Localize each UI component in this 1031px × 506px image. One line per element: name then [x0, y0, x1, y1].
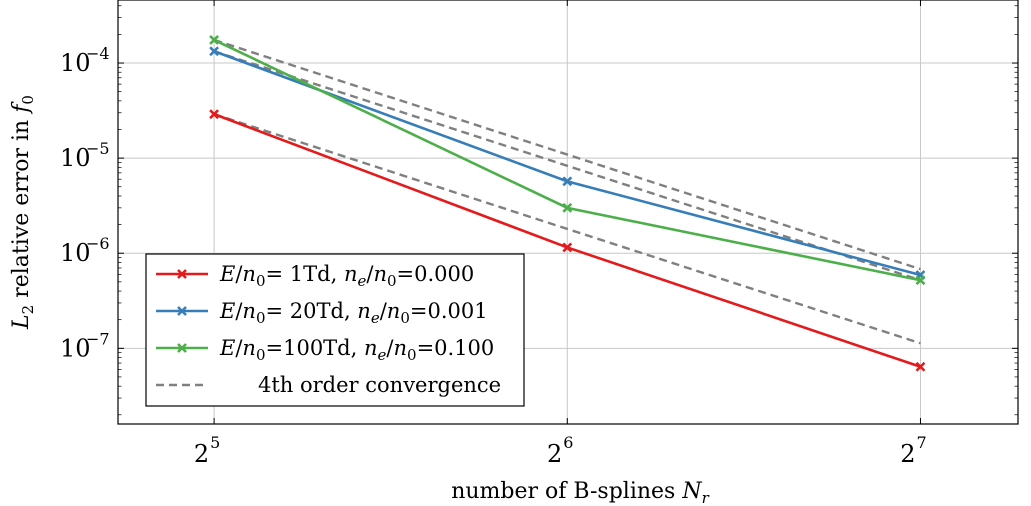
data-point [915, 361, 926, 372]
y-tick-label: 10 [60, 144, 91, 172]
data-point [562, 242, 573, 253]
legend: E/n0= 1Td, ne/n0=0.000 E/n0= 20Td, ne/n0=… [145, 253, 525, 407]
legend-label: E/n0=100Td, ne/n0=0.100 [219, 336, 494, 364]
x-tick-label-exponent: 6 [563, 433, 573, 452]
legend-sample-marker [177, 269, 187, 279]
plot-frame [117, 0, 1019, 425]
legend-entry-2: E/n0= 20Td, ne/n0=0.001 [156, 299, 488, 327]
series-3 [209, 34, 926, 286]
y-tick-label-exponent: −5 [86, 139, 110, 158]
legend-label: E/n0= 1Td, ne/n0=0.000 [219, 262, 474, 290]
x-tick-label-exponent: 7 [916, 433, 926, 452]
data-point [562, 176, 573, 187]
y-tick-label: 10 [60, 49, 91, 77]
series-1 [209, 109, 926, 372]
data-point [562, 202, 573, 213]
legend-sample-marker [177, 306, 187, 316]
axis-labels: number of B-splines Nr L2 relative error … [9, 95, 710, 506]
y-tick-label-exponent: −6 [86, 234, 110, 253]
y-tick-label: 10 [60, 239, 91, 267]
y-tick-label-exponent: −7 [86, 329, 110, 348]
data-point [209, 109, 220, 120]
legend-label: E/n0= 20Td, ne/n0=0.001 [219, 299, 488, 327]
legend-entry-3: E/n0=100Td, ne/n0=0.100 [156, 336, 494, 364]
data-point [209, 34, 220, 45]
x-tick-label: 2 [900, 440, 915, 468]
reference-line-3 [213, 38, 921, 271]
x-tick-label-exponent: 5 [210, 433, 220, 452]
reference-lines [213, 38, 921, 345]
data-point [209, 46, 220, 57]
y-tick-label-exponent: −4 [86, 44, 110, 63]
axis-ticks: 2 5 2 6 2 710−710−610−510−4 [60, 0, 1018, 468]
x-axis-label: number of B-splines Nr [451, 479, 709, 506]
legend-entry-1: E/n0= 1Td, ne/n0=0.000 [156, 262, 474, 290]
x-tick-label: 2 [194, 440, 209, 468]
reference-line-2 [213, 50, 921, 282]
data-series [209, 34, 926, 372]
reference-line-1 [213, 113, 921, 345]
y-axis-label: L2 relative error in f0 [9, 95, 37, 330]
legend-box [145, 253, 525, 407]
y-tick-label: 10 [60, 334, 91, 362]
legend-sample-marker [177, 343, 187, 353]
x-tick-label: 2 [547, 440, 562, 468]
legend-label: 4th order convergence [258, 373, 501, 397]
data-point [915, 275, 926, 286]
legend-entry-4: 4th order convergence [156, 373, 501, 397]
